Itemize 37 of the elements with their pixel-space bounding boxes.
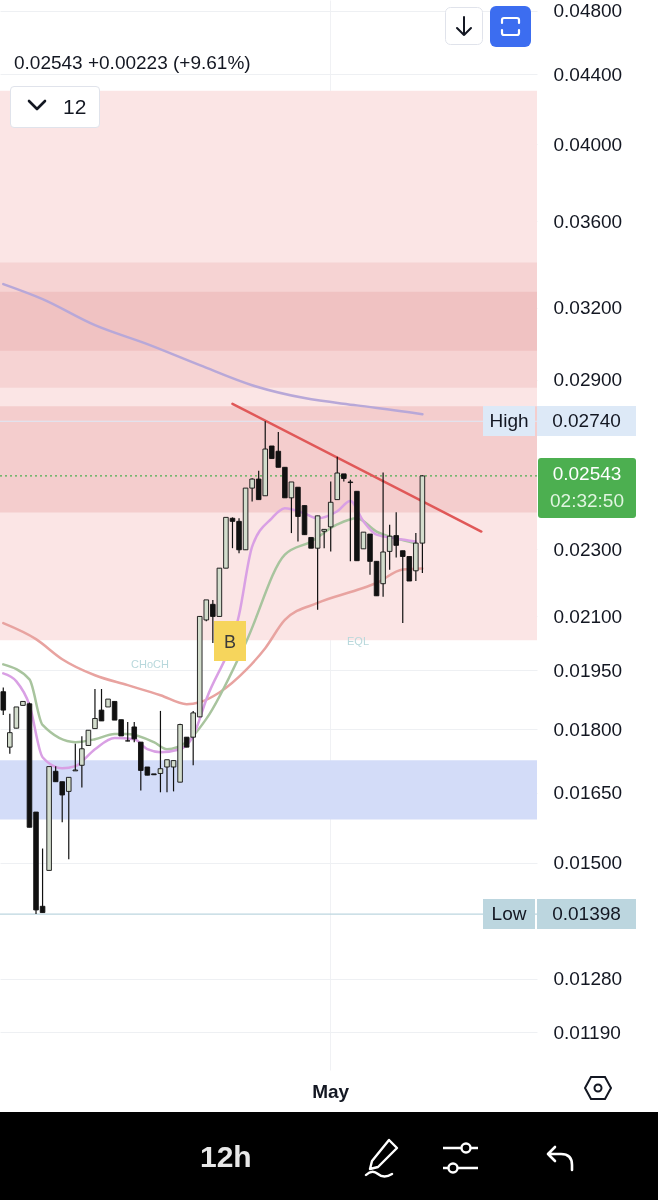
- y-tick-label: 0.02100: [553, 605, 623, 627]
- y-tick-label: 0.04400: [553, 63, 623, 85]
- annotation: B: [214, 621, 246, 661]
- y-tick-label: 0.04000: [553, 133, 623, 155]
- candlestick: [124, 721, 131, 742]
- candlestick: [0, 686, 7, 716]
- line-series: [2, 567, 424, 706]
- text: 0.01398: [537, 899, 636, 930]
- annotation: 12: [10, 86, 100, 128]
- y-tick-label: 0.01650: [553, 782, 623, 804]
- y-tick-label: 0.01950: [553, 659, 623, 681]
- text: 0.02543 +0.00223 (+9.61%): [14, 52, 251, 74]
- candlestick: [72, 743, 79, 772]
- text: 0.02543: [551, 461, 623, 486]
- candlestick: [13, 706, 20, 729]
- y-tick-label: 0.01500: [553, 852, 623, 874]
- y-tick-label: 0.03600: [553, 210, 623, 232]
- y-tick-label: 0.01280: [553, 968, 623, 990]
- candlestick: [347, 479, 354, 562]
- ref-line-label: Low: [483, 899, 535, 930]
- candlestick: [131, 721, 137, 743]
- line-series: [2, 282, 424, 416]
- y-tick-label: 0.01800: [553, 718, 623, 740]
- y-tick-label: 0.02900: [553, 369, 623, 391]
- candlestick: [7, 713, 13, 755]
- annotation: CHoCH: [131, 658, 169, 670]
- ref-line-label: High: [483, 406, 535, 437]
- text: 0.02740: [537, 406, 636, 437]
- y-tick-label: 0.02300: [553, 538, 623, 560]
- y-tick-label: 0.03200: [553, 297, 623, 319]
- y-tick-label: 0.04800: [553, 0, 623, 22]
- text: 02:32:50: [549, 488, 625, 513]
- candlestick: [79, 735, 85, 789]
- annotation: EQL: [347, 635, 370, 647]
- y-tick-label: 0.01190: [553, 1021, 621, 1043]
- x-tick-label: May: [312, 1080, 350, 1102]
- text: 12h: [200, 1140, 252, 1174]
